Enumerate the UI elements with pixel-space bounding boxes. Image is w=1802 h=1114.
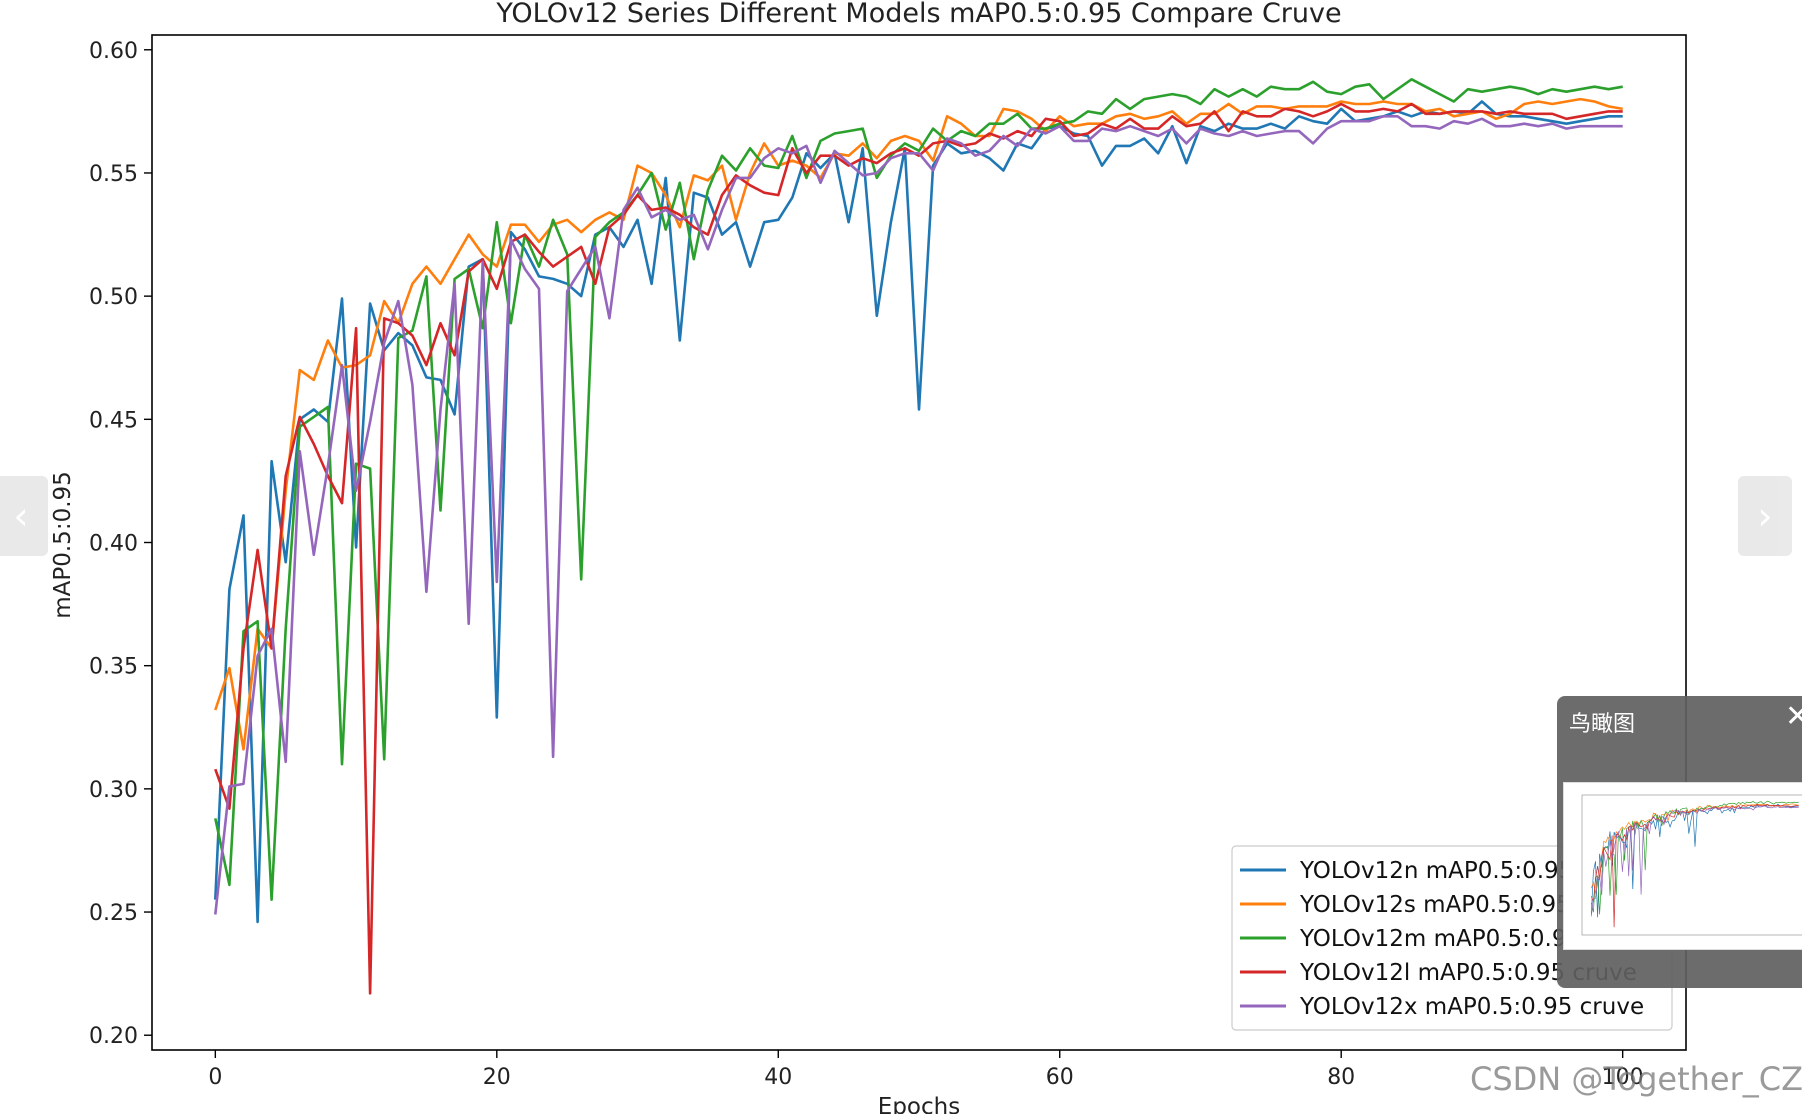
chevron-right-icon: ›: [1757, 494, 1773, 538]
y-tick-label: 0.35: [89, 655, 138, 680]
y-tick-label: 0.30: [89, 778, 138, 803]
x-axis-label: Epochs: [878, 1094, 960, 1114]
x-tick-label: 100: [1602, 1065, 1644, 1090]
birdseye-thumbnail[interactable]: [1563, 782, 1802, 950]
prev-image-button[interactable]: ‹: [0, 476, 48, 556]
y-tick-label: 0.40: [89, 532, 138, 557]
series-line-5: [214, 115, 1623, 915]
x-tick-label: 0: [208, 1065, 222, 1090]
thumb-series-line-2: [1590, 803, 1799, 894]
close-icon[interactable]: ✕: [1785, 699, 1802, 734]
y-tick-label: 0.60: [89, 39, 138, 64]
thumb-series-line-1: [1590, 803, 1799, 918]
chevron-left-icon: ‹: [13, 494, 29, 538]
chart-title: YOLOv12 Series Different Models mAP0.5:0…: [495, 0, 1341, 29]
watermark: CSDN @Together_CZ: [1470, 1060, 1802, 1098]
y-tick-label: 0.20: [89, 1024, 138, 1049]
birdseye-title: 鸟瞰图: [1569, 712, 1636, 737]
thumb-series-line-5: [1590, 805, 1799, 917]
y-axis-label: mAP0.5:0.95: [50, 471, 76, 619]
y-tick-label: 0.45: [89, 408, 138, 433]
y-tick-label: 0.50: [89, 285, 138, 310]
x-tick-label: 40: [764, 1065, 792, 1090]
thumb-series-line-4: [1590, 804, 1799, 928]
next-image-button[interactable]: ›: [1738, 476, 1792, 556]
series-line-1: [214, 100, 1623, 924]
y-tick-label: 0.55: [89, 162, 138, 187]
x-tick-label: 80: [1327, 1065, 1355, 1090]
series-line-3: [214, 78, 1623, 902]
x-tick-label: 20: [483, 1065, 511, 1090]
thumb-frame: [1581, 794, 1802, 936]
legend-entry: YOLOv12x mAP0.5:0.95 cruve: [1299, 994, 1644, 1020]
thumb-series-line-3: [1590, 800, 1799, 915]
birdseye-panel: 鸟瞰图 ✕: [1557, 696, 1802, 988]
x-tick-label: 60: [1046, 1065, 1074, 1090]
series-line-4: [214, 102, 1623, 995]
y-tick-label: 0.25: [89, 901, 138, 926]
series-line-2: [214, 97, 1623, 751]
